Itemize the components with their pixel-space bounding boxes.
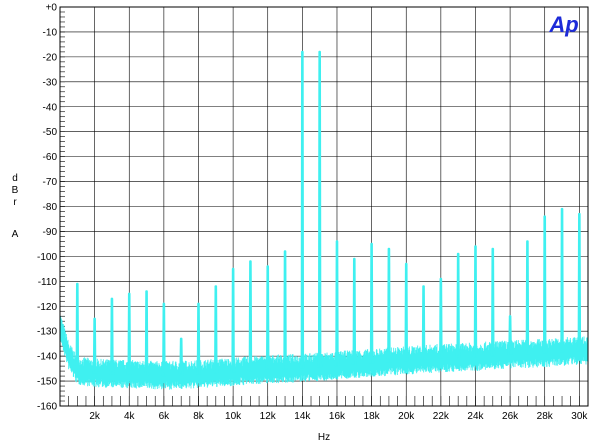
y-tick-label: -110: [38, 277, 58, 288]
harmonic-peak: [559, 207, 565, 353]
y-tick-label: -10: [43, 27, 58, 38]
y-axis-label-letter: B: [12, 185, 19, 196]
y-tick-label: -50: [43, 127, 58, 138]
harmonic-peak: [368, 242, 375, 364]
y-tick-label: -80: [43, 202, 58, 213]
harmonic-peak: [438, 277, 444, 359]
harmonic-peak: [161, 302, 167, 377]
harmonic-peak: [576, 212, 582, 352]
x-tick-label: 4k: [124, 411, 136, 422]
x-tick-label: 8k: [193, 411, 205, 422]
x-tick-label: 20k: [398, 411, 415, 422]
y-tick-label: -120: [37, 302, 57, 313]
y-tick-label: +0: [46, 3, 58, 14]
harmonic-peak: [143, 290, 150, 376]
minor-ticks: [60, 6, 589, 407]
x-tick-label: 6k: [159, 411, 171, 422]
y-axis-label-letter: d: [12, 173, 18, 184]
harmonic-peak: [317, 50, 323, 368]
y-tick-label: -150: [37, 377, 57, 388]
harmonic-peak: [282, 250, 288, 370]
y-tick-label: -70: [43, 177, 58, 188]
harmonic-peak: [74, 282, 80, 372]
x-tick-labels: 2k 4k 6k 8k 10k 12k 14k 16k 18k 20k 22k 24k 26k 28k 30…: [89, 411, 588, 422]
x-axis-label: Hz: [318, 432, 330, 443]
harmonic-peak: [265, 265, 271, 370]
y-axis-label: dBr A: [12, 173, 19, 240]
harmonic-peak: [247, 260, 254, 372]
harmonic-peak: [507, 315, 513, 355]
harmonic-peak: [334, 240, 340, 367]
y-tick-label: -100: [37, 252, 57, 263]
x-tick-label: 28k: [537, 411, 554, 422]
harmonic-peak: [213, 285, 219, 374]
harmonic-peak: [351, 257, 357, 365]
y-tick-label: -160: [37, 402, 57, 413]
x-tick-label: 30k: [571, 411, 588, 422]
x-tick-label: 2k: [89, 411, 101, 422]
harmonic-peak: [386, 247, 392, 363]
y-tick-label: -30: [43, 77, 58, 88]
x-tick-label: 18k: [364, 411, 381, 422]
harmonic-peak: [178, 337, 184, 376]
x-tick-label: 10k: [225, 411, 242, 422]
y-axis-label-letter: A: [12, 229, 19, 240]
harmonic-peak: [490, 247, 496, 357]
harmonic-peak: [472, 245, 479, 358]
ap-logo: Ap: [548, 12, 578, 37]
harmonic-peak: [230, 267, 236, 373]
harmonic-peak: [195, 302, 202, 375]
harmonic-peak: [542, 215, 548, 354]
plot-frame: [59, 6, 589, 407]
y-tick-label: -130: [37, 327, 57, 338]
y-tick-label: -20: [43, 52, 58, 63]
x-tick-label: 22k: [433, 411, 450, 422]
y-tick-label: -140: [37, 352, 57, 363]
y-tick-label: -40: [43, 102, 58, 113]
harmonic-peak: [455, 252, 461, 359]
x-tick-label: 16k: [329, 411, 346, 422]
x-tick-label: 26k: [502, 411, 519, 422]
harmonic-peak: [109, 297, 115, 375]
harmonic-peak: [126, 292, 132, 375]
x-tick-label: 14k: [294, 411, 311, 422]
x-tick-label: 12k: [260, 411, 277, 422]
x-tick-label: 24k: [467, 411, 484, 422]
spectrum-trace: [59, 50, 589, 390]
harmonic-peak: [403, 262, 409, 362]
harmonic-peak: [91, 317, 98, 374]
y-tick-labels: +0 -10 -20 -30 -40 -50 -60 -70 -80 -90 -100 -110 -12…: [37, 3, 57, 413]
y-tick-label: -90: [43, 227, 58, 238]
y-tick-label: -60: [43, 152, 58, 163]
harmonic-peak: [299, 50, 306, 369]
harmonic-peak: [524, 240, 531, 355]
harmonic-peak: [420, 285, 427, 360]
y-axis-label-letter: r: [13, 197, 17, 208]
